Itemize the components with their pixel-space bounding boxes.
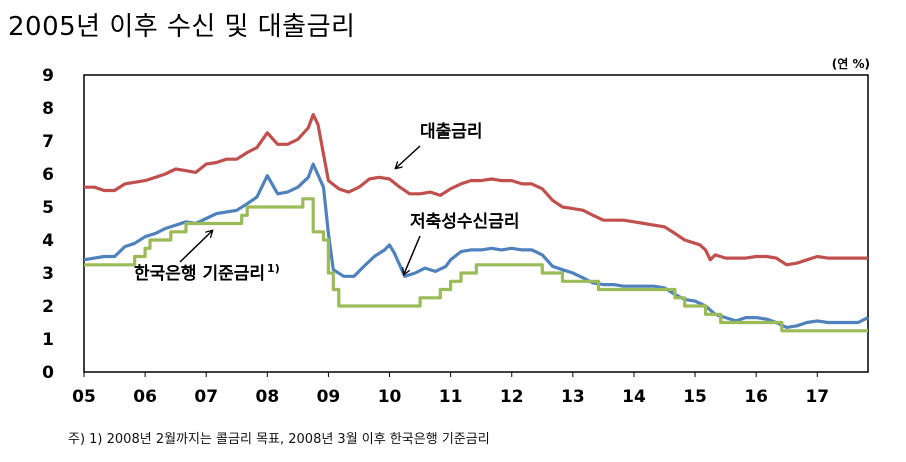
footnote: 주) 1) 2008년 2월까지는 콜금리 목표, 2008년 3월 이후 한국… (68, 432, 490, 447)
x-tick-label: 05 (72, 387, 96, 407)
x-tick-label: 08 (255, 387, 279, 407)
annotation-arrow-deposit (404, 235, 421, 274)
annotation-arrow-base (179, 231, 212, 263)
y-tick-label: 9 (42, 66, 54, 86)
y-tick-label: 5 (42, 198, 54, 218)
annotation-deposit: 저축성수신금리 (410, 212, 519, 232)
y-tick-label: 8 (42, 99, 54, 119)
series-line-lending (84, 113, 868, 267)
series-line-deposit (83, 162, 869, 329)
x-tick-label: 09 (317, 387, 341, 407)
series-layer (83, 113, 869, 333)
y-tick-label: 1 (42, 330, 54, 350)
annotation-base-label: 한국은행 기준금리 (134, 264, 265, 284)
y-tick-label: 7 (42, 132, 54, 152)
x-tick-label: 14 (622, 387, 646, 407)
y-tick-label: 3 (42, 264, 54, 284)
annotation-layer: 대출금리 저축성수신금리 한국은행 기준금리 1) (134, 122, 519, 284)
x-tick-label: 11 (439, 387, 463, 407)
series-line-base (84, 197, 868, 333)
x-tick-label: 16 (744, 387, 768, 407)
annotation-base-superscript: 1) (267, 262, 280, 275)
annotation-lending: 대출금리 (420, 122, 483, 142)
y-axis-ticks: 0 1 2 3 4 5 6 7 8 9 (42, 66, 54, 383)
annotation-arrow-lending (396, 145, 421, 168)
y-tick-label: 2 (42, 297, 54, 317)
x-tick-label: 10 (378, 387, 402, 407)
chart-title: 2005년 이후 수신 및 대출금리 (8, 12, 356, 42)
unit-label: (연 %) (831, 57, 870, 71)
y-tick-label: 6 (42, 165, 54, 185)
x-tick-label: 06 (133, 387, 157, 407)
x-tick-label: 12 (500, 387, 524, 407)
annotation-base: 한국은행 기준금리 1) (134, 262, 280, 284)
y-tick-label: 0 (42, 363, 54, 383)
x-axis-ticks: 05 06 07 08 09 10 11 12 13 14 15 16 17 (72, 372, 829, 407)
y-tick-label: 4 (42, 231, 54, 251)
x-tick-label: 15 (683, 387, 707, 407)
x-tick-label: 13 (561, 387, 585, 407)
x-tick-label: 07 (194, 387, 218, 407)
x-tick-label: 17 (805, 387, 829, 407)
